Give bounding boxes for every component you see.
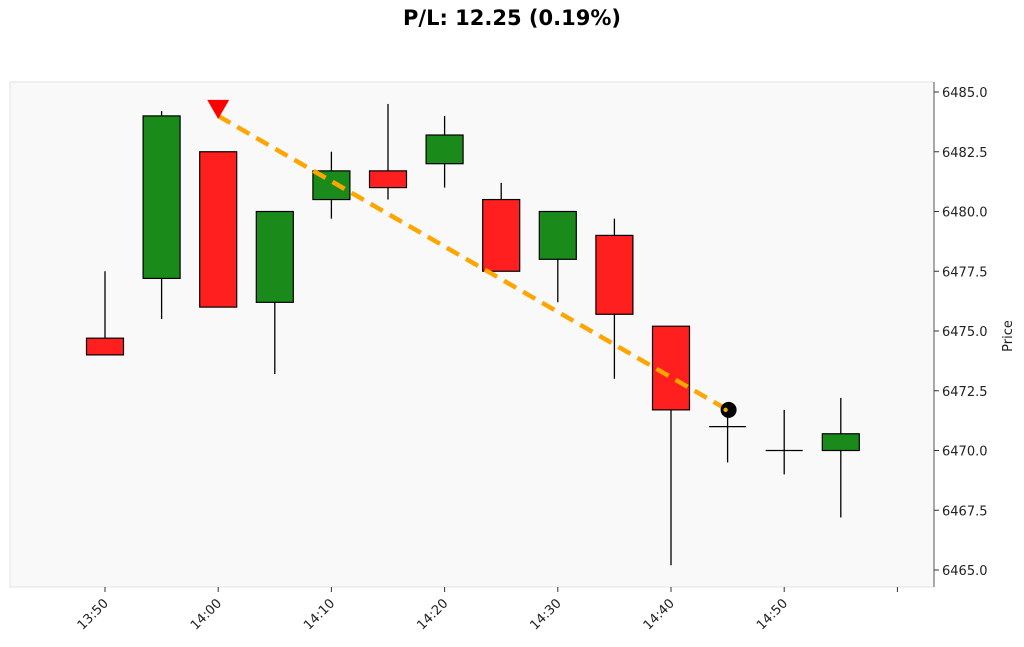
x-tick-label: 14:30 xyxy=(528,596,565,633)
x-axis: 13:50 14:00 14:10 14:20 14:30 14:40 14:50 xyxy=(75,587,898,633)
candle-body xyxy=(199,151,238,308)
candle xyxy=(709,409,747,463)
y-tick-label: 6482.5 xyxy=(942,146,988,161)
candle-body xyxy=(821,433,860,452)
candle xyxy=(595,218,634,379)
candle-body xyxy=(425,134,464,165)
candle xyxy=(142,111,181,320)
y-axis: 6465.0 6467.5 6470.0 6472.5 6475.0 6477.5 6480… xyxy=(933,82,988,587)
trade-layer xyxy=(207,99,737,418)
y-axis-label: Price xyxy=(1001,320,1016,352)
candle-body xyxy=(368,170,408,189)
candle-body xyxy=(255,210,294,303)
candle xyxy=(199,151,238,308)
candle xyxy=(482,182,521,272)
exit-marker-dot xyxy=(723,407,728,413)
y-tick-label: 6465.0 xyxy=(942,564,988,579)
candle xyxy=(821,397,860,518)
entry-marker xyxy=(207,99,230,119)
y-tick-label: 6480.0 xyxy=(942,206,988,221)
candle-body xyxy=(482,198,521,272)
candle xyxy=(85,271,125,356)
x-tick-label: 13:50 xyxy=(75,596,112,633)
y-tick-label: 6467.5 xyxy=(942,504,988,519)
x-tick-label: 14:10 xyxy=(301,596,338,633)
chart-title: P/L: 12.25 (0.19%) xyxy=(403,6,621,30)
x-tick-label: 14:20 xyxy=(414,596,451,633)
x-tick-label: 14:50 xyxy=(754,596,791,633)
candles-layer xyxy=(85,103,860,566)
candle-body xyxy=(595,234,634,315)
candle xyxy=(368,103,408,200)
candle xyxy=(765,409,803,475)
x-tick-label: 14:40 xyxy=(641,596,678,633)
candle-body xyxy=(85,337,125,356)
candle-body xyxy=(538,210,577,260)
x-tick-label: 14:00 xyxy=(188,596,225,633)
y-tick-label: 6472.5 xyxy=(942,385,988,400)
exit-marker xyxy=(720,401,737,418)
y-tick-label: 6470.0 xyxy=(942,445,988,460)
candle-body xyxy=(142,115,181,280)
trade-line xyxy=(217,113,729,412)
y-tick-label: 6475.0 xyxy=(942,325,988,340)
candle xyxy=(255,210,294,375)
y-tick-label: 6477.5 xyxy=(942,265,988,280)
candle xyxy=(425,115,464,188)
candle xyxy=(538,210,577,303)
y-tick-label: 6485.0 xyxy=(942,86,988,101)
